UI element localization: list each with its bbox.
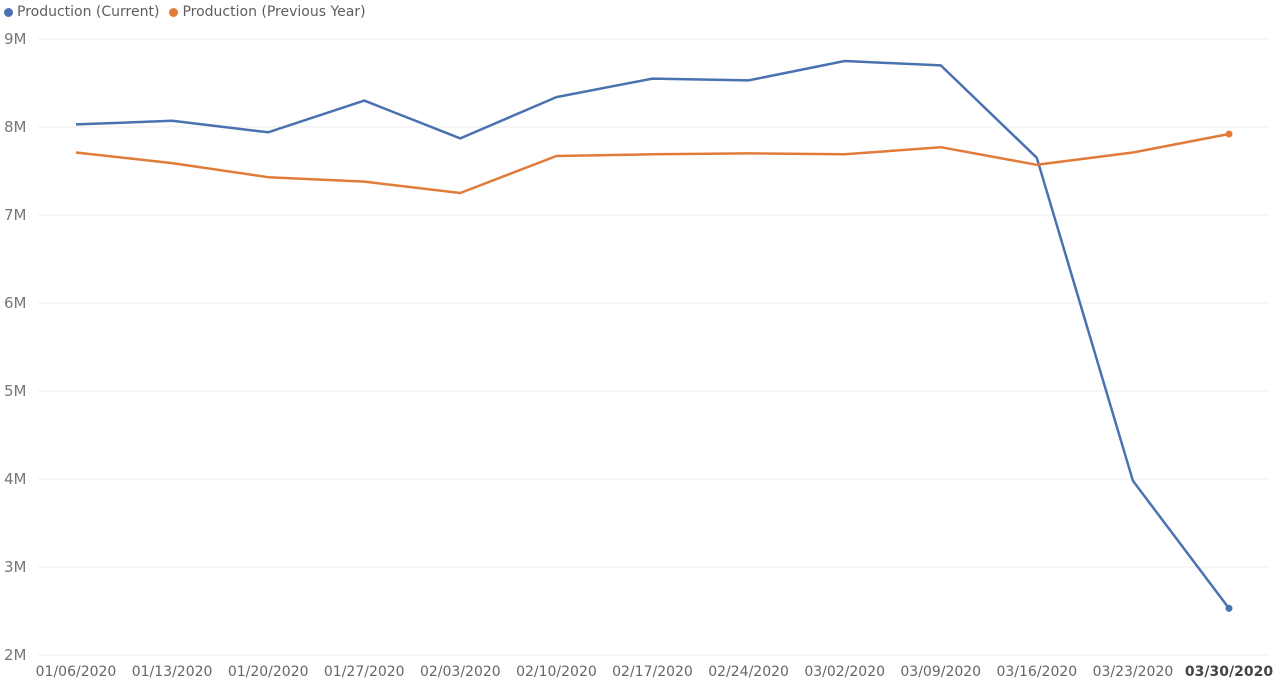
y-tick-label: 8M xyxy=(4,118,27,136)
y-tick-label: 7M xyxy=(4,206,27,224)
legend-item-previous-year[interactable]: Production (Previous Year) xyxy=(169,4,366,20)
x-tick-label: 01/20/2020 xyxy=(228,664,309,680)
legend-item-current[interactable]: Production (Current) xyxy=(4,4,159,20)
y-tick-label: 2M xyxy=(4,646,27,664)
x-tick-label: 03/09/2020 xyxy=(900,664,981,680)
legend-dot-current xyxy=(4,7,13,17)
x-axis: 01/06/2020 01/13/2020 01/20/2020 01/27/2020… xyxy=(36,664,1274,680)
x-tick-label: 03/23/2020 xyxy=(1093,664,1174,680)
legend-dot-previous-year xyxy=(169,7,179,17)
gridlines xyxy=(38,38,1270,656)
y-tick-label: 6M xyxy=(4,294,27,312)
legend: Production (Current) Production (Previou… xyxy=(4,4,366,20)
y-tick-label: 5M xyxy=(4,382,27,400)
y-tick-label: 9M xyxy=(4,30,27,48)
x-tick-label: 03/16/2020 xyxy=(996,664,1077,680)
series-lines xyxy=(75,59,1233,612)
data-point-previous-year[interactable] xyxy=(1225,130,1233,138)
x-tick-label: 02/17/2020 xyxy=(612,664,693,680)
y-tick-label: 3M xyxy=(4,558,27,576)
x-tick-label: 02/24/2020 xyxy=(708,664,789,680)
x-tick-label: 03/02/2020 xyxy=(804,664,885,680)
x-tick-label: 02/03/2020 xyxy=(420,664,501,680)
x-tick-label: 01/06/2020 xyxy=(36,664,117,680)
series-line-current[interactable] xyxy=(75,59,1230,610)
x-tick-label: 02/10/2020 xyxy=(516,664,597,680)
y-tick-label: 4M xyxy=(4,470,27,488)
x-tick-label: 01/27/2020 xyxy=(324,664,405,680)
legend-label-current: Production (Current) xyxy=(17,4,160,20)
data-point-current[interactable] xyxy=(1225,604,1233,612)
x-tick-label: 03/30/2020 xyxy=(1185,664,1273,680)
x-tick-label: 01/13/2020 xyxy=(132,664,213,680)
y-axis: 9M 8M 7M 6M 5M 4M 3M 2M xyxy=(4,30,27,664)
legend-label-previous-year: Production (Previous Year) xyxy=(182,4,366,20)
series-line-previous-year[interactable] xyxy=(75,132,1230,195)
